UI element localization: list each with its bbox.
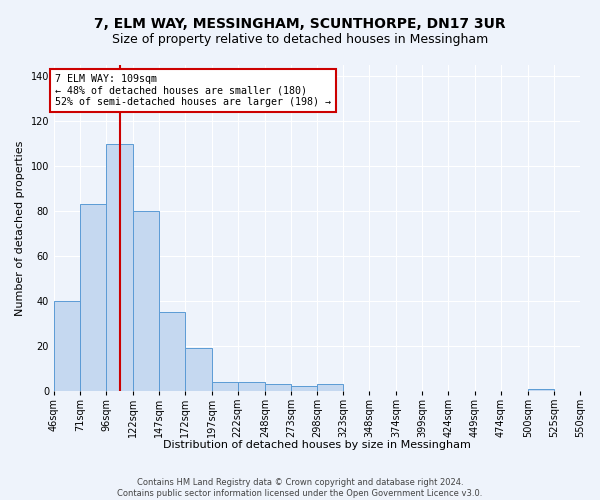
Text: Size of property relative to detached houses in Messingham: Size of property relative to detached ho… (112, 32, 488, 46)
Bar (106, 144, 133, 391)
Bar (265, 384, 291, 391)
Text: Contains HM Land Registry data © Crown copyright and database right 2024.
Contai: Contains HM Land Registry data © Crown c… (118, 478, 482, 498)
Bar (291, 386, 317, 391)
Bar (238, 382, 265, 391)
Text: 7 ELM WAY: 109sqm
← 48% of detached houses are smaller (180)
52% of semi-detache: 7 ELM WAY: 109sqm ← 48% of detached hous… (55, 74, 331, 107)
Bar (133, 211, 160, 391)
Text: 7, ELM WAY, MESSINGHAM, SCUNTHORPE, DN17 3UR: 7, ELM WAY, MESSINGHAM, SCUNTHORPE, DN17… (94, 18, 506, 32)
Bar (317, 384, 343, 391)
Bar (528, 388, 554, 391)
Bar (54, 301, 80, 391)
Bar (212, 382, 238, 391)
X-axis label: Distribution of detached houses by size in Messingham: Distribution of detached houses by size … (163, 440, 471, 450)
Bar (80, 204, 106, 391)
Y-axis label: Number of detached properties: Number of detached properties (15, 140, 25, 316)
Bar (160, 312, 185, 391)
Bar (185, 348, 212, 391)
